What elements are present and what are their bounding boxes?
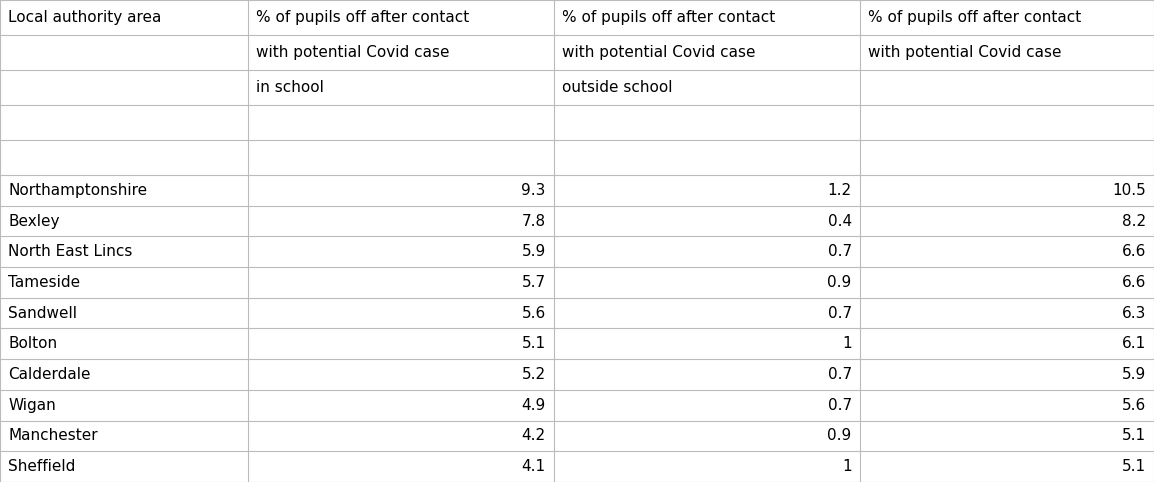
- Text: 7.8: 7.8: [522, 214, 546, 228]
- Text: 0.7: 0.7: [827, 367, 852, 382]
- Text: 5.2: 5.2: [522, 367, 546, 382]
- Text: 0.4: 0.4: [827, 214, 852, 228]
- Text: 0.7: 0.7: [827, 306, 852, 321]
- Text: Local authority area: Local authority area: [8, 10, 162, 25]
- Text: 0.9: 0.9: [827, 275, 852, 290]
- Text: 4.1: 4.1: [522, 459, 546, 474]
- Text: with potential Covid case: with potential Covid case: [868, 45, 1062, 60]
- Text: 9.3: 9.3: [522, 183, 546, 198]
- Text: in school: in school: [256, 80, 324, 95]
- Text: 0.9: 0.9: [827, 428, 852, 443]
- Text: 10.5: 10.5: [1112, 183, 1146, 198]
- Text: 5.6: 5.6: [522, 306, 546, 321]
- Text: % of pupils off after contact: % of pupils off after contact: [256, 10, 470, 25]
- Text: Calderdale: Calderdale: [8, 367, 90, 382]
- Text: Bolton: Bolton: [8, 336, 58, 351]
- Text: with potential Covid case: with potential Covid case: [562, 45, 756, 60]
- Text: 6.6: 6.6: [1122, 244, 1146, 259]
- Text: 4.2: 4.2: [522, 428, 546, 443]
- Text: 5.1: 5.1: [522, 336, 546, 351]
- Text: Sheffield: Sheffield: [8, 459, 75, 474]
- Text: 5.9: 5.9: [1122, 367, 1146, 382]
- Text: 4.9: 4.9: [522, 398, 546, 413]
- Text: 5.9: 5.9: [522, 244, 546, 259]
- Text: with potential Covid case: with potential Covid case: [256, 45, 450, 60]
- Text: % of pupils off after contact: % of pupils off after contact: [868, 10, 1081, 25]
- Text: 5.1: 5.1: [1122, 459, 1146, 474]
- Text: 0.7: 0.7: [827, 398, 852, 413]
- Text: 6.3: 6.3: [1122, 306, 1146, 321]
- Text: 5.6: 5.6: [1122, 398, 1146, 413]
- Text: Wigan: Wigan: [8, 398, 55, 413]
- Text: North East Lincs: North East Lincs: [8, 244, 133, 259]
- Text: Manchester: Manchester: [8, 428, 98, 443]
- Text: 1: 1: [842, 459, 852, 474]
- Text: Bexley: Bexley: [8, 214, 60, 228]
- Text: 5.7: 5.7: [522, 275, 546, 290]
- Text: % of pupils off after contact: % of pupils off after contact: [562, 10, 775, 25]
- Text: 1.2: 1.2: [827, 183, 852, 198]
- Text: Northamptonshire: Northamptonshire: [8, 183, 148, 198]
- Text: 0.7: 0.7: [827, 244, 852, 259]
- Text: Tameside: Tameside: [8, 275, 80, 290]
- Text: 6.6: 6.6: [1122, 275, 1146, 290]
- Text: 1: 1: [842, 336, 852, 351]
- Text: 5.1: 5.1: [1122, 428, 1146, 443]
- Text: 6.1: 6.1: [1122, 336, 1146, 351]
- Text: outside school: outside school: [562, 80, 673, 95]
- Text: Sandwell: Sandwell: [8, 306, 77, 321]
- Text: 8.2: 8.2: [1122, 214, 1146, 228]
